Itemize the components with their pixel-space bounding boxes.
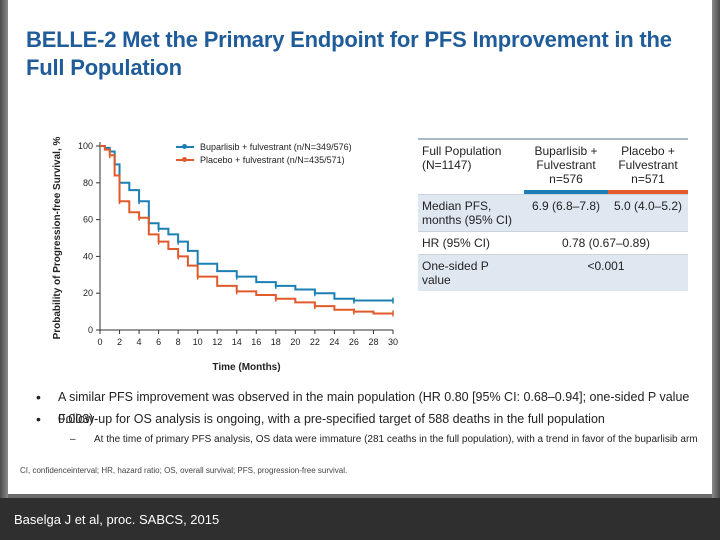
km-curve-buparlisib	[100, 145, 393, 302]
slide-frame-left	[0, 0, 8, 498]
table-cell-buparlisib: 6.9 (6.8–7.8)	[531, 199, 601, 213]
x-tick-label: 0	[97, 337, 102, 347]
legend-swatch-buparlisib	[176, 143, 194, 149]
table-header-row: Full Population (N=1147) Buparlisib + Fu…	[418, 138, 688, 194]
results-table: Full Population (N=1147) Buparlisib + Fu…	[418, 138, 688, 291]
table-header-placebo: Placebo + Fulvestrant n=571	[608, 140, 688, 194]
x-tick-label: 30	[388, 337, 398, 347]
slide: BELLE-2 Met the Primary Endpoint for PFS…	[8, 0, 712, 494]
y-tick-label: 80	[83, 178, 93, 188]
x-tick-label: 28	[368, 337, 378, 347]
table-row-hr: HR (95% CI) 0.78 (0.67–0.89)	[418, 231, 688, 254]
table-cell-label: One-sided P value	[422, 259, 489, 287]
slide-frame-right	[712, 0, 720, 498]
x-axis-label: Time (Months)	[212, 362, 280, 373]
x-tick-label: 6	[156, 337, 161, 347]
y-tick-label: 60	[83, 215, 93, 225]
citation: Baselga J et al, proc. SABCS, 2015	[14, 512, 220, 527]
x-tick-label: 4	[137, 337, 142, 347]
table-row-median-pfs: Median PFS, months (95% CI) 6.9 (6.8–7.8…	[418, 194, 688, 231]
table-cell-merged: <0.001	[587, 259, 625, 273]
x-tick-label: 14	[232, 337, 242, 347]
x-tick-label: 10	[193, 337, 203, 347]
y-tick-label: 20	[83, 288, 93, 298]
x-tick-label: 16	[251, 337, 261, 347]
legend-label-buparlisib: Buparlisib + fulvestrant (n/N=349/576)	[200, 141, 352, 152]
legend-entry-buparlisib: Buparlisib + fulvestrant (n/N=349/576)	[176, 140, 352, 153]
table-cell-label: HR (95% CI)	[422, 236, 491, 250]
sub-bullet-item: At the time of primary PFS analysis, OS …	[34, 430, 714, 450]
y-axis-label: Probability of Progression-free Survival…	[52, 136, 63, 339]
y-tick-label: 0	[88, 325, 93, 335]
y-tick-label: 100	[78, 141, 93, 151]
legend-entry-placebo: Placebo + fulvestrant (n/N=435/571)	[176, 153, 352, 166]
km-curve-placebo	[100, 145, 393, 315]
x-tick-label: 24	[329, 337, 339, 347]
bottom-bar	[0, 498, 720, 540]
table-header-label: Full Population (N=1147)	[422, 144, 502, 172]
table-row-p-value: One-sided P value <0.001	[418, 254, 688, 291]
table-header-buparlisib: Buparlisib + Fulvestrant n=576	[524, 140, 608, 194]
x-tick-label: 26	[349, 337, 359, 347]
y-tick-label: 40	[83, 251, 93, 261]
bullet-item: Follow-up for OS analysis is ongoing, wi…	[34, 408, 714, 430]
bullet-list: A similar PFS improvement was observed i…	[34, 386, 714, 450]
legend-swatch-placebo	[176, 156, 194, 162]
x-tick-label: 2	[117, 337, 122, 347]
abbreviations-footnote: CI, confidenceinterval; HR, hazard ratio…	[20, 466, 348, 475]
x-tick-label: 22	[310, 337, 320, 347]
x-tick-label: 20	[290, 337, 300, 347]
chart-legend: Buparlisib + fulvestrant (n/N=349/576) P…	[176, 140, 352, 166]
pfs-km-chart: 0 20 40 60 80 100 0 2 4 6 8 10 12 14 16 18 20 22 24 26 28 30 T…	[38, 130, 398, 380]
x-tick-label: 18	[271, 337, 281, 347]
table-cell-placebo: 5.0 (4.0–5.2)	[613, 199, 683, 213]
legend-label-placebo: Placebo + fulvestrant (n/N=435/571)	[200, 154, 345, 165]
table-cell-label: Median PFS, months (95% CI)	[422, 199, 513, 227]
slide-title: BELLE-2 Met the Primary Endpoint for PFS…	[26, 27, 672, 80]
x-tick-label: 8	[176, 337, 181, 347]
x-tick-label: 12	[212, 337, 222, 347]
bullet-item: A similar PFS improvement was observed i…	[34, 386, 714, 426]
table-cell-merged: 0.78 (0.67–0.89)	[561, 236, 651, 250]
